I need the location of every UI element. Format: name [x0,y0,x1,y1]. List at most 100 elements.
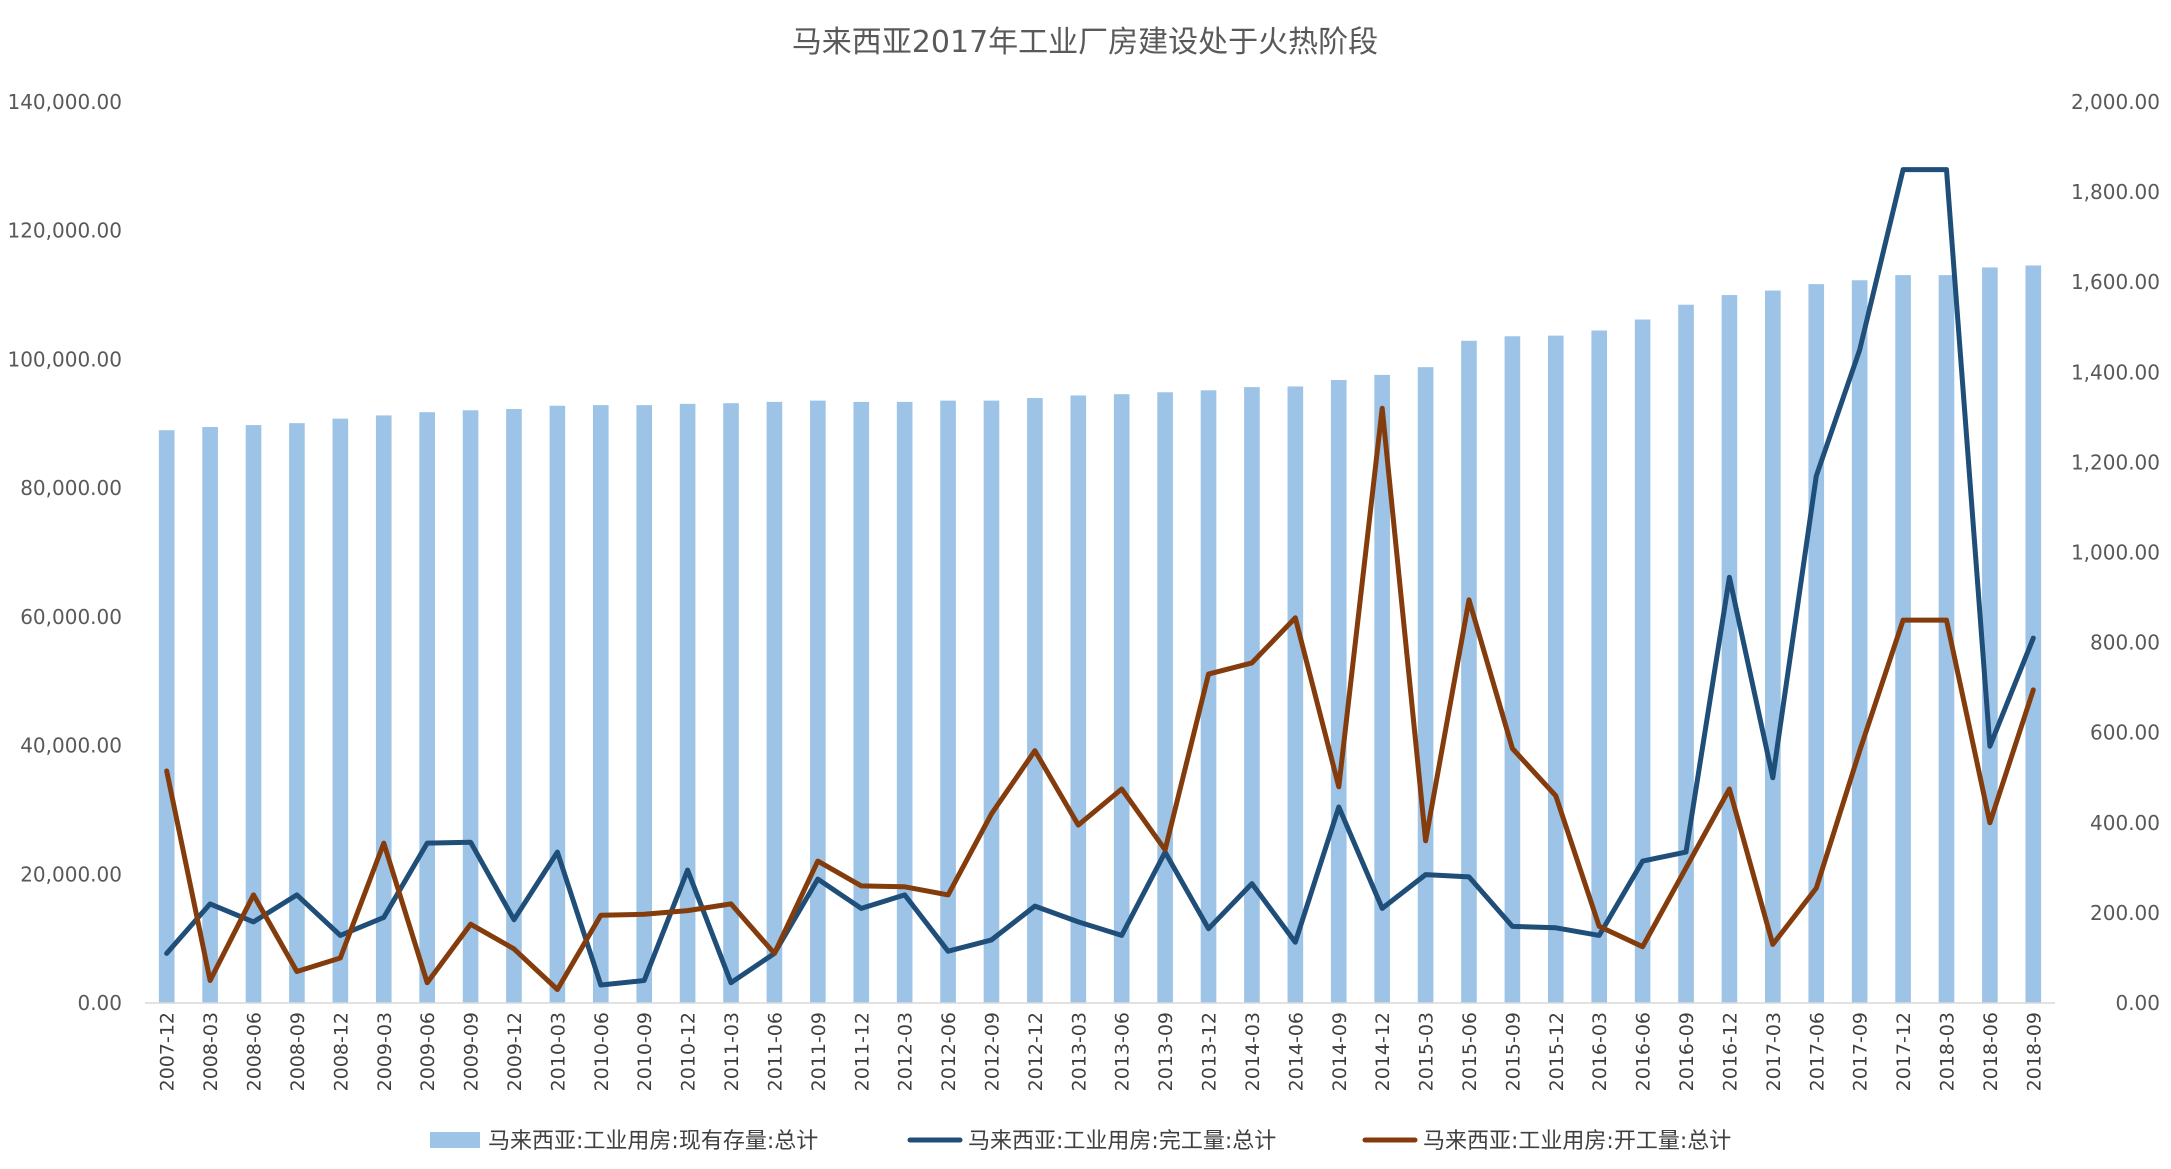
stock-bar [1070,395,1087,1003]
legend-label: 马来西亚:工业用房:完工量:总计 [968,1129,1276,1154]
x-tick-label: 2014-12 [1372,1012,1394,1091]
right-y-tick-label: 1,000.00 [2071,541,2160,565]
right-y-tick-label: 1,200.00 [2071,450,2160,474]
stock-bar [1287,386,1304,1003]
x-tick-label: 2014-09 [1329,1012,1351,1091]
stock-bar [1678,304,1694,1004]
left-y-axis: 0.00 20,000.00 40,000.00 60,000.00 80,000.00… [7,90,122,1015]
completion-line [164,167,2036,988]
stock-bar [1721,295,1738,1004]
left-y-tick-label: 120,000.00 [7,219,122,243]
stock-bar [1374,374,1390,1004]
left-y-tick-label: 100,000.00 [7,347,122,371]
x-tick-label: 2017-12 [1893,1012,1915,1091]
x-tick-label: 2009-03 [374,1012,396,1091]
x-tick-label: 2014-06 [1285,1012,1307,1091]
x-axis: 2007-12 2008-03 2008-06 2008-09 2008-12 2009-… [157,1012,2046,1091]
x-tick-label: 2016-03 [1589,1012,1611,1091]
x-tick-label: 2008-06 [244,1012,266,1091]
stock-bar [1504,336,1521,1003]
stock-bar [1851,280,1868,1003]
x-tick-label: 2010-12 [678,1012,700,1091]
right-y-tick-label: 0.00 [2115,991,2160,1015]
stock-bar [1982,267,1998,1004]
stock-bar [1938,275,1955,1003]
left-y-tick-label: 60,000.00 [20,605,122,629]
right-y-tick-label: 600.00 [2090,721,2160,745]
stock-bar [896,401,913,1003]
stock-bar [983,400,1000,1003]
x-tick-label: 2011-03 [721,1012,743,1091]
x-tick-label: 2013-09 [1155,1012,1177,1091]
x-tick-label: 2008-12 [330,1012,352,1091]
stock-bar [853,401,870,1003]
legend-item-starts: 马来西亚:工业用房:开工量:总计 [1362,1129,1731,1154]
stock-bar [1027,398,1043,1003]
stock-bar [723,403,739,1004]
stock-bar [1591,330,1608,1003]
stock-bar [1113,394,1130,1004]
x-tick-label: 2015-09 [1502,1012,1524,1091]
right-y-tick-label: 1,400.00 [2071,360,2160,384]
x-tick-label: 2017-09 [1850,1012,1872,1091]
stock-bar [1634,319,1651,1004]
x-tick-label: 2012-06 [938,1012,960,1091]
right-y-tick-label: 1,600.00 [2071,270,2160,294]
x-tick-label: 2015-12 [1546,1012,1568,1091]
x-tick-label: 2014-03 [1242,1012,1264,1091]
stock-bar [245,425,262,1003]
x-tick-label: 2010-03 [547,1012,569,1091]
right-y-tick-label: 400.00 [2090,811,2160,835]
x-tick-label: 2017-03 [1763,1012,1785,1091]
stock-bar [1417,367,1434,1003]
x-tick-label: 2007-12 [157,1012,179,1091]
stock-bar [1765,290,1781,1004]
x-tick-label: 2016-12 [1719,1012,1741,1091]
legend-swatch-bar [430,1132,480,1148]
x-tick-label: 2011-09 [808,1012,830,1091]
x-tick-label: 2008-09 [287,1012,309,1091]
starts-line [164,405,2036,992]
x-tick-label: 2010-06 [591,1012,613,1091]
legend: 马来西亚:工业用房:现有存量:总计 马来西亚:工业用房:完工量:总计 马来西亚:工业… [430,1129,1731,1154]
x-tick-label: 2010-09 [634,1012,656,1091]
stock-bar [1200,390,1217,1003]
chart-title: 马来西亚2017年工业厂房建设处于火热阶段 [792,25,1378,60]
stock-bar [2025,265,2042,1003]
stock-bar [506,408,522,1003]
stock-bar [810,400,826,1003]
legend-label: 马来西亚:工业用房:现有存量:总计 [488,1129,818,1154]
left-y-tick-label: 80,000.00 [20,476,122,500]
x-tick-label: 2018-03 [1936,1012,1958,1091]
stock-bar [549,405,566,1003]
left-y-tick-label: 0.00 [77,991,122,1015]
x-tick-label: 2008-03 [200,1012,222,1091]
stock-bar [462,410,479,1003]
stock-bar [1157,392,1173,1003]
right-y-tick-label: 1,800.00 [2071,180,2160,204]
stock-bar [158,430,175,1003]
x-tick-label: 2009-09 [461,1012,483,1091]
x-tick-label: 2013-12 [1199,1012,1221,1091]
stock-bar [766,401,783,1003]
x-tick-label: 2009-12 [504,1012,526,1091]
line-series [164,167,2036,992]
stock-bar [1461,340,1477,1003]
stock-bar [1895,275,1911,1003]
right-y-axis: 0.00 200.00 400.00 600.00 800.00 1,000.00 1,20… [2071,90,2160,1015]
stock-bar [1244,387,1260,1003]
right-y-tick-label: 200.00 [2090,901,2160,925]
right-y-tick-label: 800.00 [2090,631,2160,655]
x-tick-label: 2011-12 [851,1012,873,1091]
x-tick-label: 2016-06 [1633,1012,1655,1091]
legend-item-stock: 马来西亚:工业用房:现有存量:总计 [430,1129,818,1154]
x-tick-label: 2015-06 [1459,1012,1481,1091]
left-y-tick-label: 20,000.00 [20,862,122,886]
left-y-tick-label: 140,000.00 [7,90,122,114]
x-tick-label: 2013-03 [1068,1012,1090,1091]
x-tick-label: 2015-03 [1416,1012,1438,1091]
x-tick-label: 2017-06 [1806,1012,1828,1091]
stock-bar [592,405,609,1003]
x-tick-label: 2011-06 [764,1012,786,1091]
